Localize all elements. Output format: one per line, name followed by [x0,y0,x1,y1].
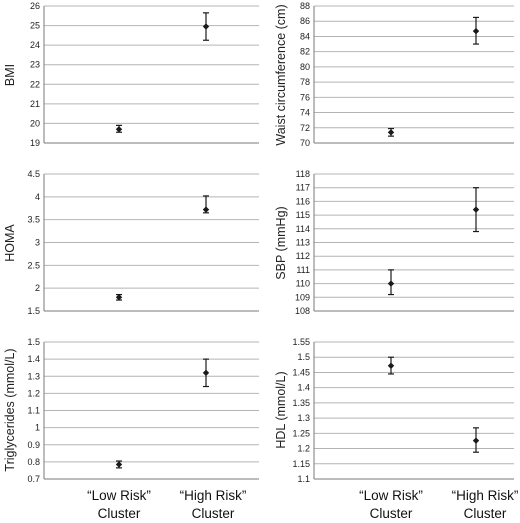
x-category-high-risk-line2: Cluster [192,506,235,521]
y-tick-label: 109 [295,292,310,302]
y-axis-label: SBP (mmHg) [274,206,288,279]
y-tick-label: 108 [295,306,310,316]
y-tick-label: 24 [30,40,40,50]
data-point [202,206,210,213]
y-tick-label: 23 [30,60,40,70]
y-tick-label: 1.5 [27,337,40,347]
y-tick-label: 118 [296,169,310,179]
y-tick-label: 115 [296,210,310,220]
x-category-low-risk-line1: “Low Risk” [87,488,151,503]
data-point [387,280,395,287]
data-point [472,206,480,213]
y-tick-label: 113 [296,238,310,248]
data-point [387,129,395,136]
y-tick-label: 21 [30,99,40,109]
y-tick-label: 0.8 [27,457,40,467]
y-tick-label: 25 [30,21,40,31]
y-tick-label: 1 [35,423,40,433]
x-category-labels: “Low Risk” Cluster “High Risk” Cluster “… [87,488,518,521]
y-tick-label: 0.9 [27,440,40,450]
y-tick-label: 1.5 [297,352,310,362]
y-tick-label: 110 [296,279,310,289]
y-tick-label: 4 [35,192,40,202]
x-category-low-risk-line2: Cluster [98,506,141,521]
chart-panel-2: 70 72 74 76 78 80 82 84 86 88 Waist circumference … [274,1,514,148]
y-tick-label: 1.2 [27,388,40,398]
y-tick-label: 1.1 [27,406,40,416]
y-tick-label: 114 [296,224,310,234]
y-tick-label: 4.5 [27,169,40,179]
y-tick-label: 22 [30,79,40,89]
y-tick-label: 1.3 [27,371,40,381]
y-tick-label: 84 [300,31,310,41]
y-tick-label: 74 [300,108,310,118]
x-category-high-risk-line1: “High Risk” [180,488,247,503]
y-tick-label: 1.45 [292,367,310,377]
chart-panel-5: 0.7 0.8 0.9 1 1.1 1.2 1.3 1.4 1.5 Triglycerides (… [3,337,259,484]
data-point [115,461,123,468]
x-category-low-risk-line2-right: Cluster [370,506,413,521]
data-point [115,126,123,133]
y-tick-label: 20 [30,118,40,128]
y-tick-label: 0.7 [27,474,40,484]
y-tick-label: 1.5 [27,306,40,316]
y-tick-label: 72 [300,123,310,133]
y-tick-label: 1.35 [292,398,310,408]
y-tick-label: 1.2 [297,444,310,454]
chart-panel-3: 1.5 2 2.5 3 3.5 4 4.5 HOMA [3,169,259,316]
y-tick-label: 2.5 [27,260,40,270]
chart-panel-6: 1.1 1.15 1.2 1.25 1.3 1.35 1.4 1.45 1.5 1.55 HDL (… [274,337,514,484]
x-category-low-risk-line1-right: “Low Risk” [359,488,423,503]
chart-panel-1: 19 20 21 22 23 24 25 26 BMI [3,1,259,148]
chart-panel-4: 108 109 110 111 112 113 114 115 116 117 118 SBP (mm… [274,169,514,316]
y-tick-label: 80 [300,62,310,72]
y-tick-label: 116 [296,196,310,206]
y-tick-label: 3.5 [27,215,40,225]
y-tick-label: 88 [300,1,310,11]
y-tick-label: 111 [296,265,310,275]
y-tick-label: 70 [300,138,310,148]
y-tick-label: 1.3 [297,413,310,423]
y-tick-label: 1.1 [297,474,310,484]
y-tick-label: 82 [300,47,310,57]
y-tick-label: 1.15 [292,459,310,469]
data-point [387,362,395,369]
y-axis-label: HOMA [3,224,17,262]
data-point [472,27,480,35]
y-tick-label: 3 [35,238,40,248]
x-category-high-risk-line1-right: “High Risk” [452,488,519,503]
y-tick-label: 19 [30,138,40,148]
y-tick-label: 1.55 [292,337,310,347]
y-tick-label: 2 [35,283,40,293]
y-tick-label: 76 [300,92,310,102]
y-tick-label: 78 [300,77,310,87]
y-tick-label: 1.25 [292,428,310,438]
y-axis-label: BMI [3,64,17,86]
data-point [202,369,210,377]
data-point [115,294,123,301]
data-point [202,23,210,30]
y-tick-label: 86 [300,16,310,26]
y-tick-label: 112 [296,251,310,261]
y-tick-label: 1.4 [297,383,310,393]
y-axis-label: Triglycerides (mmol/L) [3,348,17,471]
x-category-high-risk-line2-right: Cluster [464,506,507,521]
y-tick-label: 117 [296,183,310,193]
data-point [472,437,480,444]
y-tick-label: 1.4 [27,354,40,364]
chart-panels: 1920212223242526BMI70727476788082848688W… [3,1,514,484]
y-axis-label: HDL (mmol/L) [274,371,288,448]
y-axis-label: Waist circumference (cm) [274,4,288,145]
y-tick-label: 26 [30,1,40,11]
